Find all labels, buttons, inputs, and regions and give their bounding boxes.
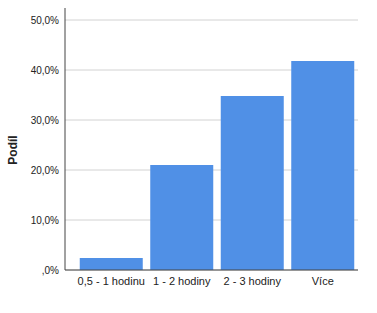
x-tick-label: 1 - 2 hodiny bbox=[148, 275, 216, 287]
x-tick-label: 0,5 - 1 hodinu bbox=[77, 275, 145, 287]
y-axis bbox=[65, 8, 66, 270]
bars bbox=[80, 61, 355, 270]
y-tick-label: 40,0% bbox=[31, 65, 59, 76]
bar bbox=[291, 61, 354, 270]
y-tick-label: 10,0% bbox=[31, 215, 59, 226]
y-tick-label: 20,0% bbox=[31, 165, 59, 176]
grid-line bbox=[65, 270, 358, 271]
bar bbox=[221, 96, 284, 270]
x-tick-label: 2 - 3 hodiny bbox=[218, 275, 286, 287]
y-tick-label: ,0% bbox=[42, 265, 59, 276]
bar bbox=[150, 165, 213, 270]
x-tick-label: Více bbox=[289, 275, 357, 287]
y-tick-label: 30,0% bbox=[31, 115, 59, 126]
chart-svg: ,0% 10,0% 20,0% 30,0% 40,0% 50,0% Podíl bbox=[0, 0, 377, 313]
chart: ,0% 10,0% 20,0% 30,0% 40,0% 50,0% Podíl 0,5 - 1… bbox=[0, 0, 377, 313]
x-axis bbox=[65, 270, 358, 271]
bar bbox=[80, 258, 143, 270]
grid-line bbox=[65, 20, 358, 21]
y-tick-label: 50,0% bbox=[31, 15, 59, 26]
y-axis-label: Podíl bbox=[6, 135, 20, 164]
